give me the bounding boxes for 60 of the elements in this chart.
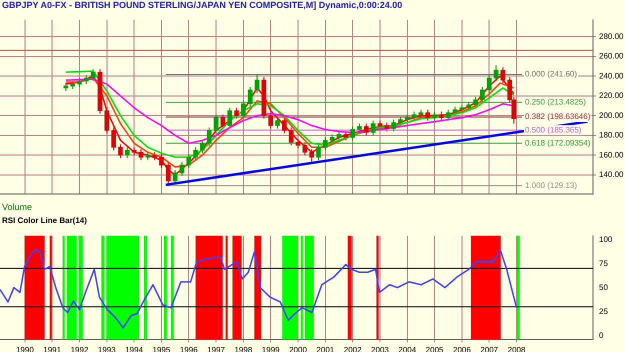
- y-tick-label: 75: [599, 258, 608, 268]
- candlestick: [364, 123, 369, 136]
- y-tick-label: 25: [599, 306, 608, 316]
- candlestick: [486, 74, 492, 94]
- series-label: 0.382 (198.63646): [524, 112, 591, 122]
- candlestick: [316, 144, 321, 161]
- candlestick: [118, 144, 123, 159]
- candlestick: [138, 148, 144, 161]
- candlestick: [322, 136, 328, 151]
- candlestick: [288, 127, 294, 146]
- series-label: 0.000 (241.60): [524, 70, 578, 79]
- candlestick: [214, 114, 218, 134]
- y-tick-label: 50: [599, 282, 608, 292]
- candlestick: [200, 140, 205, 154]
- y-tick-label: 280.00: [599, 32, 624, 41]
- candlestick: [172, 169, 178, 184]
- candlestick: [494, 64, 498, 82]
- y-tick-label: 200.00: [599, 110, 624, 120]
- y-tick-label: 100: [599, 234, 613, 244]
- candlestick: [473, 96, 478, 108]
- candlestick: [234, 107, 239, 120]
- candlestick: [275, 117, 280, 129]
- candlestick: [268, 112, 274, 129]
- candlestick: [159, 154, 164, 169]
- candlestick: [480, 86, 485, 104]
- candlestick: [227, 107, 232, 129]
- candlestick: [248, 86, 253, 108]
- y-tick-label: 140.00: [599, 170, 624, 180]
- chart-title: GBPJPY A0-FX - BRITISH POUND STERLING/JAPAN YEN COMPOSITE,M] Dynamic,0:00:24.00: [1, 0, 404, 12]
- candlestick: [370, 120, 376, 136]
- candlestick: [282, 117, 287, 134]
- candlestick: [500, 66, 506, 84]
- series-label: 0.250 (213.4825): [524, 98, 586, 107]
- candlestick: [241, 100, 246, 120]
- chart-title: RSI Color Line Bar(14): [1, 216, 88, 227]
- y-tick-label: 240.00: [599, 71, 624, 80]
- y-tick-label: 220.00: [599, 91, 624, 100]
- candlestick: [206, 127, 212, 147]
- candlestick: [254, 74, 260, 94]
- candlestick: [391, 119, 396, 132]
- y-tick-label: 180.00: [599, 130, 624, 140]
- candlestick: [104, 107, 110, 134]
- series-label: 1.000 (129.13): [524, 180, 578, 190]
- y-tick-label: 160.00: [599, 150, 624, 160]
- series-label: 0.500 (185.365): [524, 125, 582, 134]
- candlestick: [90, 68, 96, 82]
- y-tick-label: 260.00: [599, 52, 624, 61]
- candlestick: [302, 142, 308, 156]
- series-label: 0.618 (172.09354): [524, 138, 591, 148]
- candlestick: [124, 146, 130, 159]
- candlestick: [220, 114, 226, 129]
- y-tick-label: 0: [599, 330, 604, 340]
- candlestick: [193, 146, 198, 161]
- candlestick: [309, 148, 314, 163]
- candlestick: [186, 154, 192, 169]
- candlestick: [350, 126, 355, 141]
- candlestick: [111, 127, 116, 151]
- candlestick: [180, 162, 184, 176]
- candlestick: [425, 109, 430, 122]
- text: Volume: [1, 202, 34, 214]
